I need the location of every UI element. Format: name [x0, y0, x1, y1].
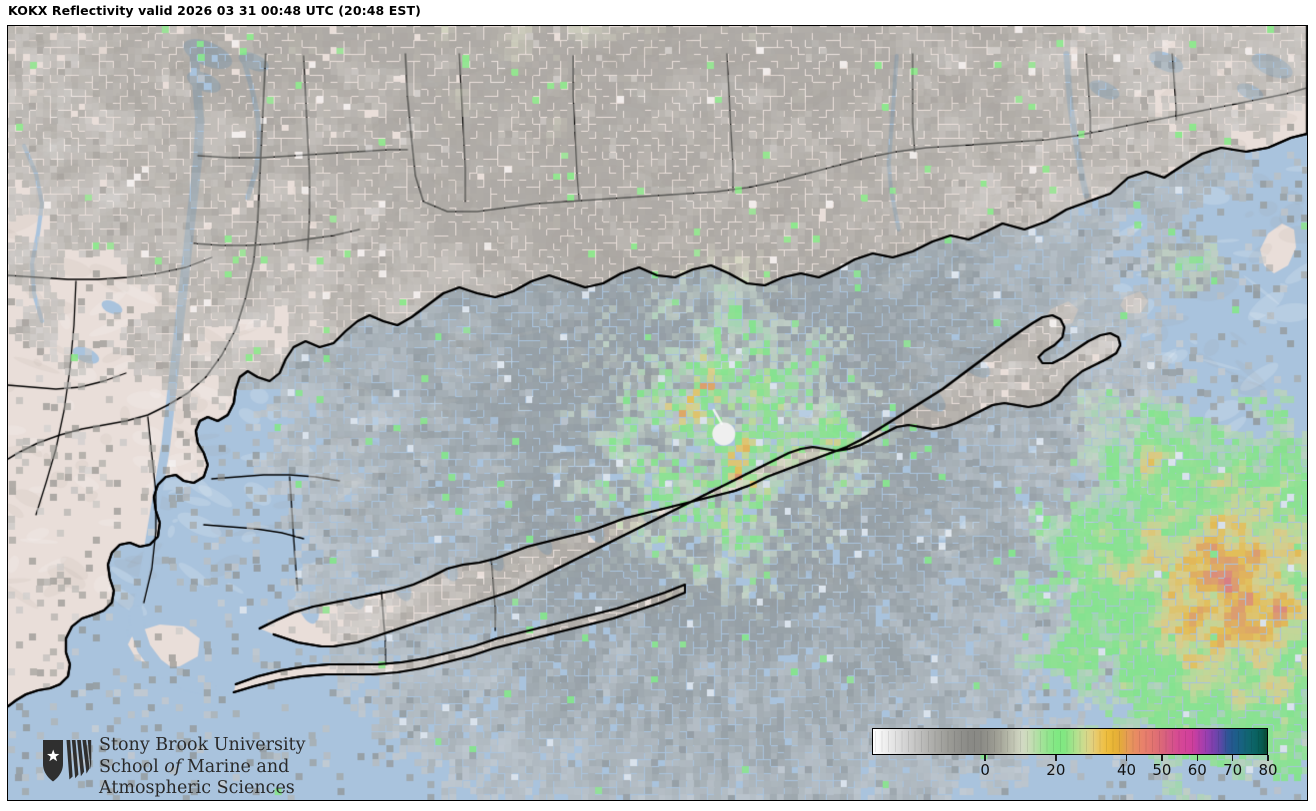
logo-line-3: Atmospheric Sciences — [99, 778, 295, 798]
colorbar-stripes — [874, 730, 1266, 753]
colorbar-tick-0 — [984, 755, 986, 761]
logo-line-1: Stony Brook University — [99, 735, 306, 755]
colorbar-tick-label-50: 50 — [1152, 761, 1172, 779]
colorbar-tick-label-0: 0 — [980, 761, 990, 779]
logo-wordmark: Stony Brook University School of Marine … — [99, 735, 321, 800]
page-title: KOKX Reflectivity valid 2026 03 31 00:48… — [8, 3, 421, 18]
colorbar-gradient — [872, 728, 1268, 755]
colorbar-tick-40 — [1125, 755, 1128, 761]
colorbar-tick-20 — [1055, 755, 1057, 761]
colorbar-tick-label-40: 40 — [1117, 761, 1137, 779]
title-bar: KOKX Reflectivity valid 2026 03 31 00:48… — [0, 0, 1316, 25]
stony-brook-logo: Stony Brook University School of Marine … — [41, 716, 311, 798]
colorbar-tick-label-70: 70 — [1223, 761, 1243, 779]
logo-line-2: School of Marine and — [99, 757, 321, 779]
radar-map-canvas[interactable] — [8, 26, 1307, 800]
colorbar-tick-label-60: 60 — [1187, 761, 1207, 779]
colorbar-tick-70 — [1231, 755, 1234, 761]
shield-crest-icon — [43, 740, 92, 782]
logo-line-2-post: Marine and — [181, 756, 290, 777]
reflectivity-colorbar[interactable]: 0 20 40 50 60 70 80 — [872, 728, 1282, 790]
radar-map-frame[interactable]: Stony Brook University School of Marine … — [7, 25, 1308, 801]
colorbar-tick-80 — [1267, 755, 1269, 761]
logo-line-2-pre: School — [99, 756, 165, 777]
colorbar-tick-label-20: 20 — [1046, 761, 1066, 779]
colorbar-tick-label-80: 80 — [1258, 761, 1278, 779]
logo-line-2-em: of — [164, 756, 182, 777]
colorbar-tick-60 — [1196, 755, 1198, 761]
colorbar-tick-50 — [1161, 755, 1163, 761]
